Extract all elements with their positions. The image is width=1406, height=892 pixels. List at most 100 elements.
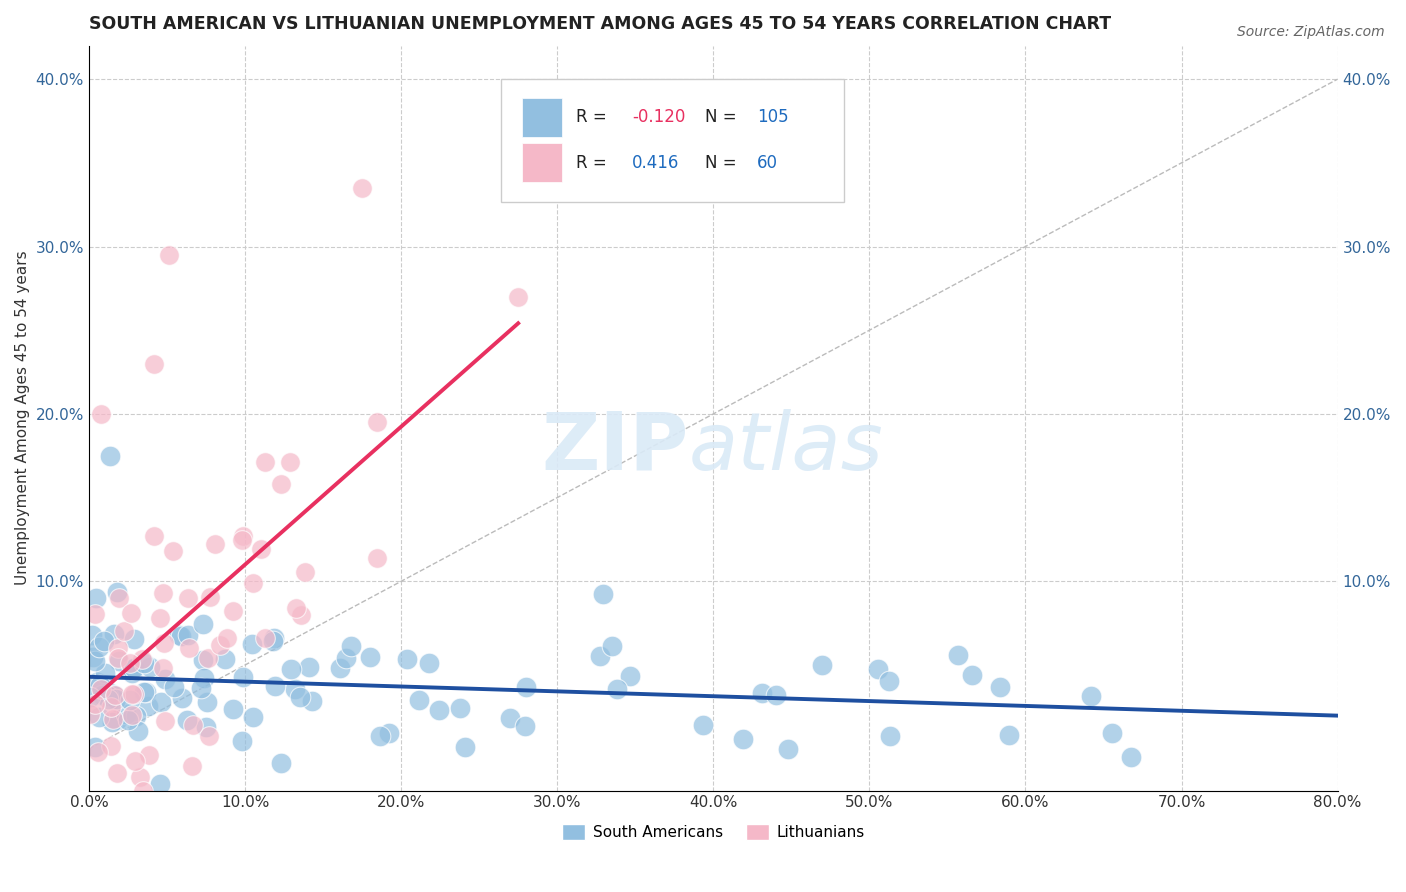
Point [988,680,1011,694]
Point [142,357,165,371]
Point [101,712,124,726]
Point [877,673,900,688]
Point [90,688,112,702]
Point [215,632,238,646]
Point [204,537,226,551]
Point [148,777,170,791]
Point [134,657,156,671]
Point [396,652,419,666]
Point [121,666,143,681]
Point [592,587,614,601]
Point [120,693,142,707]
Point [278,455,301,469]
Point [280,661,302,675]
Point [960,668,983,682]
Point [197,651,219,665]
Point [80,627,103,641]
Point [765,688,787,702]
Point [1119,750,1142,764]
Text: SOUTH AMERICAN VS LITHUANIAN UNEMPLOYMENT AMONG AGES 45 TO 54 YEARS CORRELATION : SOUTH AMERICAN VS LITHUANIAN UNEMPLOYMEN… [89,15,1111,33]
Point [298,659,321,673]
Point [105,692,128,706]
Point [150,695,173,709]
Point [879,729,901,743]
Point [427,703,450,717]
Point [866,662,889,676]
Point [103,627,125,641]
Point [153,636,176,650]
Point [408,693,430,707]
Point [602,640,624,654]
Point [589,649,612,664]
Point [1080,689,1102,703]
Point [508,290,530,304]
Point [87,745,110,759]
Point [83,739,105,754]
Point [153,714,176,729]
Point [515,680,537,694]
Point [94,665,117,680]
Point [157,248,180,262]
Point [82,649,104,664]
Point [284,601,307,615]
Point [87,640,110,654]
Point [454,740,477,755]
Point [262,633,284,648]
Point [136,698,159,713]
Point [418,657,440,671]
Point [232,669,254,683]
Point [152,661,174,675]
Point [169,629,191,643]
Point [97,691,120,706]
Point [181,758,204,772]
Point [120,606,142,620]
Point [131,652,153,666]
Point [270,476,292,491]
Point [87,710,110,724]
Point [499,710,522,724]
Point [100,700,122,714]
FancyBboxPatch shape [501,79,845,202]
Text: N =: N = [704,108,737,126]
Point [128,770,150,784]
Point [177,628,200,642]
Point [1101,725,1123,739]
Point [153,672,176,686]
Point [606,681,628,696]
Point [193,671,215,685]
Point [352,181,374,195]
FancyBboxPatch shape [522,144,562,182]
Point [84,607,107,622]
Point [127,724,149,739]
Point [177,591,200,606]
Point [122,632,145,646]
Point [733,732,755,747]
Text: 60: 60 [756,153,778,171]
Point [301,694,323,708]
Point [79,706,101,721]
Point [90,407,112,421]
Point [368,729,391,743]
Point [513,719,536,733]
Point [619,669,641,683]
Point [135,685,157,699]
Point [191,617,214,632]
Point [240,637,263,651]
Point [139,659,162,673]
Point [181,717,204,731]
Point [190,681,212,695]
Point [86,591,108,605]
Text: Source: ZipAtlas.com: Source: ZipAtlas.com [1237,25,1385,39]
Y-axis label: Unemployment Among Ages 45 to 54 years: Unemployment Among Ages 45 to 54 years [15,251,30,585]
Point [121,687,143,701]
Point [232,529,254,543]
Point [170,690,193,705]
Point [107,651,129,665]
Point [89,682,111,697]
Point [221,604,243,618]
Point [290,608,312,623]
Point [222,702,245,716]
Point [143,528,166,542]
Point [197,729,219,743]
Point [263,632,285,646]
